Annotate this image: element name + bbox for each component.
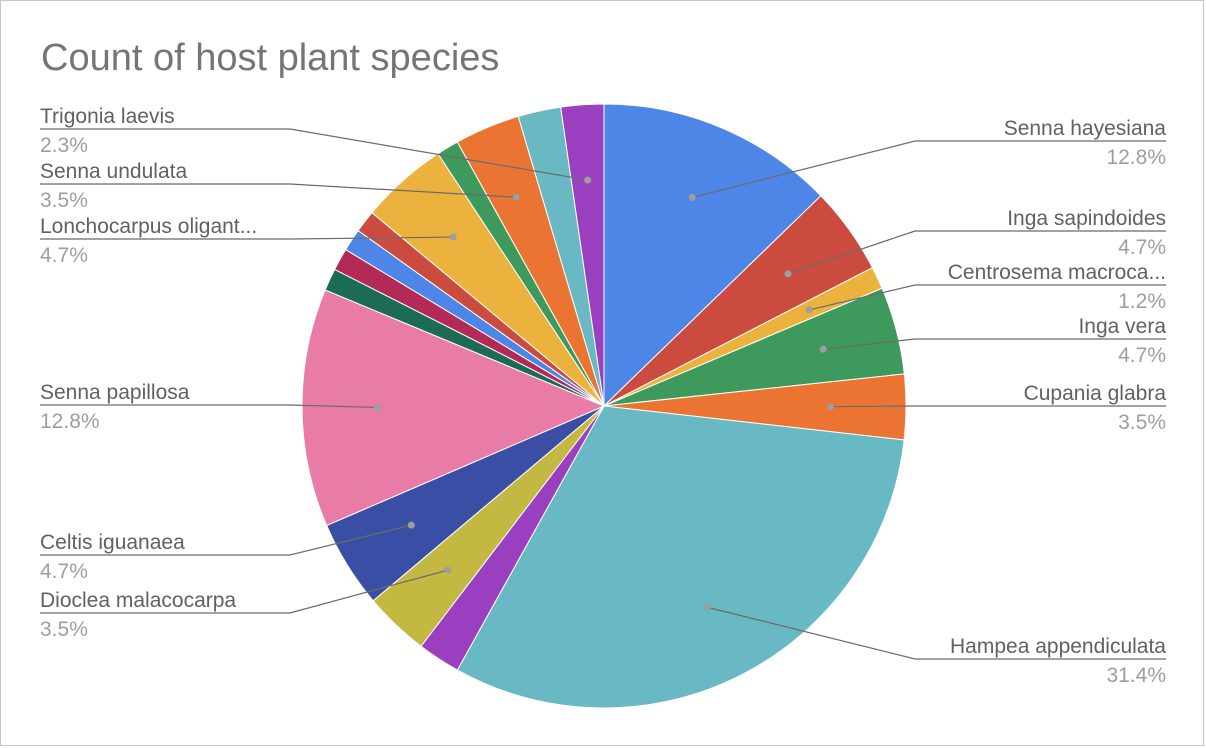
slice-percent-label: 4.7%	[40, 560, 88, 583]
leader-line	[830, 405, 1166, 408]
slice-label: Senna papillosa	[40, 381, 190, 404]
leader-line	[808, 284, 1166, 311]
leader-dot	[688, 193, 696, 201]
chart-title: Count of host plant species	[41, 37, 500, 79]
slice-label: Dioclea malacocarpa	[40, 589, 236, 612]
slice-percent-label: 12.8%	[1106, 146, 1166, 169]
slice-label: Inga sapindoides	[1007, 207, 1166, 230]
pie-labels: Senna hayesiana 12.8% Inga sapindoides 4.7%…	[40, 105, 1166, 687]
slice-percent-label: 3.5%	[40, 189, 88, 212]
slice-label: Celtis iguanaea	[40, 531, 185, 554]
slice-percent-label: 1.2%	[1118, 290, 1166, 313]
slice-percent-label: 3.5%	[40, 618, 88, 641]
slice-percent-label: 12.8%	[40, 410, 100, 433]
leader-dot	[444, 566, 452, 574]
slice-label: Hampea appendiculata	[950, 635, 1166, 658]
leader-dot	[407, 521, 415, 529]
pie-slices	[301, 103, 907, 709]
leader-line	[40, 183, 517, 198]
slice-percent-label: 2.3%	[40, 134, 88, 157]
slice-label: Lonchocarpus oligant...	[40, 215, 257, 238]
leader-line	[40, 524, 412, 556]
leader-dot	[784, 270, 792, 278]
slice-label: Senna undulata	[40, 160, 187, 183]
leader-dot	[704, 603, 712, 611]
leader-line	[40, 404, 378, 409]
leader-dot	[584, 176, 592, 184]
leader-dot	[449, 233, 457, 241]
slice-label: Inga vera	[1078, 315, 1166, 338]
slice-percent-label: 4.7%	[1118, 236, 1166, 259]
slice-label: Senna hayesiana	[1004, 117, 1167, 140]
leader-line	[40, 236, 454, 240]
leader-dot	[805, 306, 813, 314]
slice-percent-label: 4.7%	[1118, 344, 1166, 367]
slice-percent-label: 31.4%	[1106, 664, 1166, 687]
slice-percent-label: 4.7%	[40, 244, 88, 267]
leader-line	[707, 606, 1166, 660]
leader-line	[823, 338, 1166, 350]
leader-line	[40, 128, 588, 181]
pie-slice-trigonia-laevis[interactable]	[560, 103, 605, 407]
leader-dot	[374, 403, 382, 411]
leader-line	[40, 569, 449, 614]
pie-slice-senna-papillosa[interactable]	[301, 289, 606, 527]
leader-line	[787, 230, 1166, 275]
slice-percent-label: 3.5%	[1118, 411, 1166, 434]
slice-label: Trigonia laevis	[40, 105, 175, 128]
pie-slice-senna-hayesiana[interactable]	[603, 103, 822, 408]
leader-dot	[512, 193, 520, 201]
pie-slice-hampea-appendiculata[interactable]	[456, 405, 905, 709]
leader-dot	[826, 403, 834, 411]
slice-label: Centrosema macroca...	[948, 261, 1166, 284]
slice-label: Cupania glabra	[1024, 382, 1167, 405]
leader-line	[692, 140, 1166, 199]
leader-dot	[819, 345, 827, 353]
